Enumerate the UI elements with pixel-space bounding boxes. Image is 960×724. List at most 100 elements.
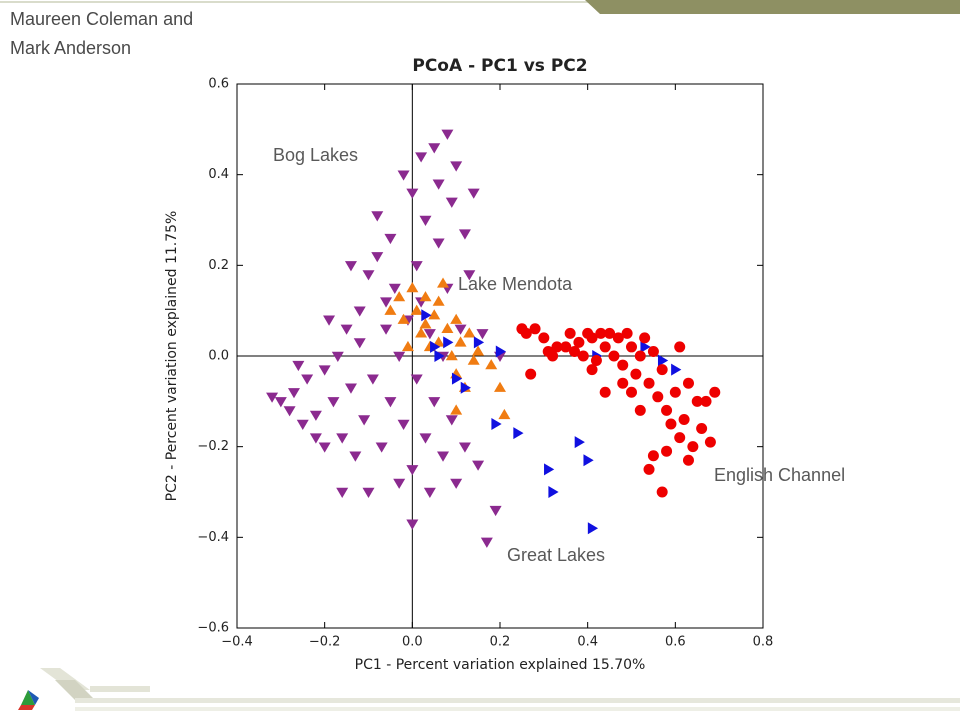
point <box>358 415 371 426</box>
point <box>586 364 598 376</box>
point <box>445 197 458 208</box>
point <box>428 397 441 408</box>
point <box>419 215 432 226</box>
bottom-stripes <box>40 668 960 711</box>
point <box>380 324 393 335</box>
y-tick-label: −0.2 <box>197 439 229 454</box>
point <box>564 327 576 339</box>
point <box>480 537 493 548</box>
point <box>401 340 414 352</box>
plot: −0.4 −0.2 0.0 0.2 0.4 0.6 0.8−0.6−0.4−0.20.00.… <box>197 77 773 650</box>
point <box>674 341 686 353</box>
point <box>393 478 406 489</box>
point <box>574 436 585 449</box>
point <box>371 252 384 263</box>
logo <box>18 690 39 710</box>
point <box>560 341 572 353</box>
point <box>544 463 555 476</box>
x-axis-label: PC1 - Percent variation explained 15.70% <box>355 657 646 673</box>
point <box>617 359 629 371</box>
point <box>430 340 441 353</box>
point <box>460 381 471 394</box>
point <box>467 188 480 199</box>
point <box>415 152 428 163</box>
point <box>498 408 511 420</box>
annotation: English Channel <box>714 465 845 485</box>
point <box>599 386 611 398</box>
point <box>674 432 686 444</box>
point <box>450 161 463 172</box>
point <box>586 332 598 344</box>
point <box>283 406 296 417</box>
point <box>445 415 458 426</box>
point <box>656 486 668 498</box>
x-tick-label: 0.0 <box>402 635 423 650</box>
y-tick-label: 0.2 <box>208 258 229 273</box>
point <box>371 211 384 222</box>
point <box>450 313 463 324</box>
point <box>388 283 401 294</box>
point <box>419 433 432 444</box>
point <box>415 327 428 338</box>
y-tick-label: −0.4 <box>197 530 229 545</box>
point <box>608 350 620 362</box>
point <box>432 238 445 249</box>
point <box>467 354 480 365</box>
point <box>577 350 589 362</box>
top-band <box>585 0 960 14</box>
point <box>604 327 616 339</box>
point <box>678 413 690 425</box>
x-tick-label: −0.2 <box>309 635 341 650</box>
point <box>292 360 305 372</box>
point <box>309 433 322 444</box>
point <box>669 386 681 398</box>
point <box>323 315 336 326</box>
point <box>529 323 541 335</box>
point <box>353 306 366 317</box>
point <box>494 381 506 392</box>
point <box>525 368 537 380</box>
point <box>590 355 602 367</box>
point <box>691 395 703 407</box>
point <box>583 454 594 467</box>
x-tick-label: 0.2 <box>490 635 511 650</box>
point <box>652 391 664 403</box>
point <box>349 451 362 462</box>
point <box>421 309 432 322</box>
point <box>640 340 651 353</box>
point <box>626 341 637 353</box>
x-tick-label: 0.4 <box>577 635 598 650</box>
point <box>384 233 397 245</box>
point <box>384 304 397 315</box>
point <box>428 309 441 320</box>
chart-title: PCoA - PC1 vs PC2 <box>412 56 587 76</box>
point <box>309 410 322 421</box>
point <box>437 451 450 462</box>
point <box>634 404 646 416</box>
point <box>393 351 406 362</box>
author-line: Mark Anderson <box>10 38 131 58</box>
point <box>647 450 659 462</box>
point <box>362 270 375 281</box>
point <box>634 350 646 362</box>
point <box>450 404 463 415</box>
point <box>331 351 344 362</box>
point <box>340 324 353 335</box>
point <box>318 365 331 376</box>
point <box>443 336 454 349</box>
point <box>344 383 357 394</box>
point <box>301 374 314 385</box>
point <box>630 368 642 380</box>
annotation: Lake Mendota <box>458 274 573 294</box>
point <box>336 487 349 498</box>
point <box>274 397 287 408</box>
point <box>700 395 712 407</box>
point <box>657 354 669 367</box>
point <box>445 350 458 361</box>
point <box>573 336 585 348</box>
point <box>520 327 532 339</box>
point <box>661 404 673 416</box>
y-tick-label: −0.6 <box>197 621 229 636</box>
point <box>406 282 419 293</box>
point <box>327 397 340 408</box>
